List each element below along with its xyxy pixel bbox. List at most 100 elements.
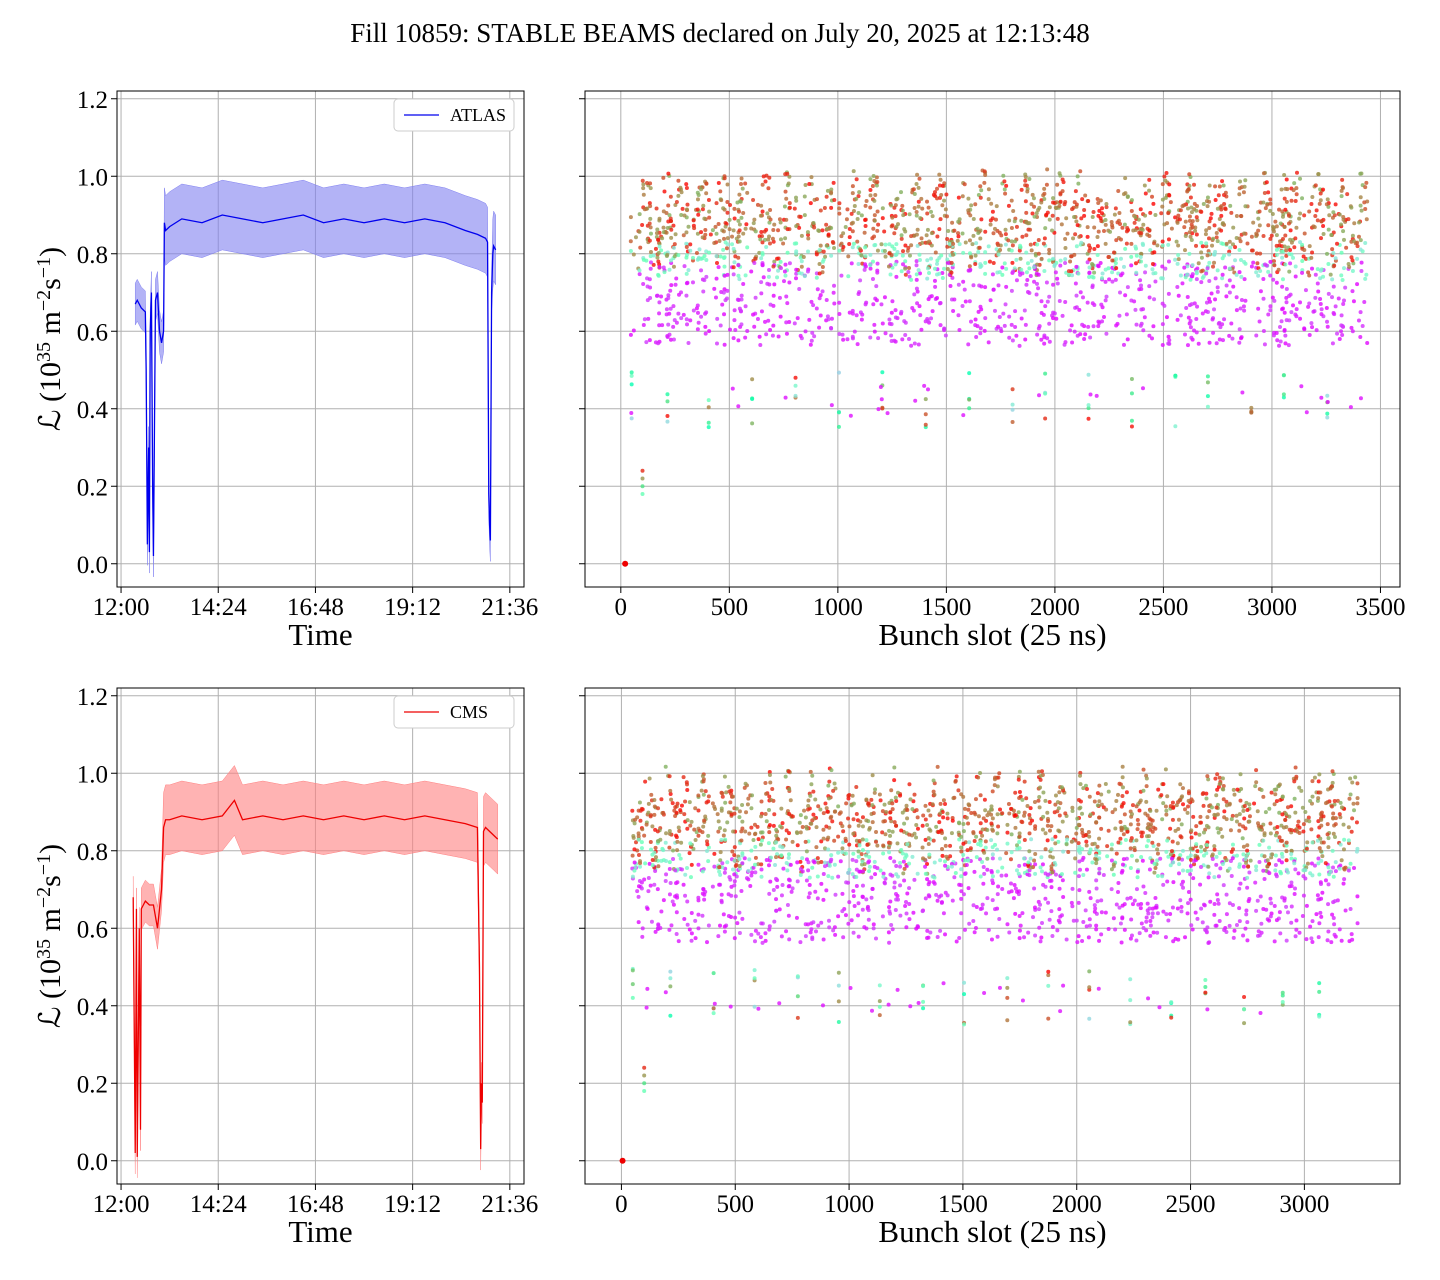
scatter-point [655,227,660,232]
scatter-point [630,808,635,813]
scatter-point [923,871,928,876]
scatter-point [1027,177,1032,182]
scatter-point [1117,210,1122,215]
scatter-point [1284,253,1289,258]
scatter-point [794,271,799,276]
scatter-point [962,927,967,932]
scatter-point [1354,820,1359,825]
scatter-point [1178,834,1183,839]
scatter-point [939,830,944,835]
scatter-point [1109,842,1114,847]
scatter-point [1219,213,1224,218]
scatter-point [836,424,841,429]
scatter-point [836,370,841,375]
scatter-point [693,806,698,811]
scatter-point [973,323,978,328]
scatter-point [783,774,788,779]
scatter-point [721,833,726,838]
scatter-point [1213,776,1218,781]
scatter-point [939,193,944,198]
scatter-point [826,835,831,840]
scatter-point [880,321,885,326]
scatter-point [648,225,653,230]
scatter-point [1007,930,1012,935]
x-tick-label: 19:12 [384,1191,441,1218]
scatter-point [647,776,652,781]
scatter-point [1044,182,1049,187]
scatter-point [1090,274,1095,279]
scatter-point [956,195,961,200]
scatter-point [1356,318,1361,323]
scatter-point [659,909,664,914]
scatter-point [1259,921,1264,926]
scatter-point [942,198,947,203]
scatter-point [912,292,917,297]
scatter-point [719,198,724,203]
scatter-point [1224,892,1229,897]
scatter-point [1121,832,1126,837]
scatter-point [1214,854,1219,859]
scatter-point [1124,790,1129,795]
scatter-point [1142,183,1147,188]
scatter-point [1205,204,1210,209]
scatter-point [1188,864,1193,869]
scatter-point [714,276,719,281]
scatter-point [1231,935,1236,940]
scatter-point [1017,789,1022,794]
scatter-point [1120,793,1125,798]
scatter-point [1092,799,1097,804]
scatter-point [1098,198,1103,203]
scatter-point [1042,236,1047,241]
scatter-point [1193,228,1198,233]
scatter-point [1234,853,1239,858]
scatter-point [1139,834,1144,839]
scatter-point [648,883,653,888]
scatter-point [668,194,673,199]
scatter-point [959,834,964,839]
scatter-point [732,872,737,877]
scatter-point [889,333,894,338]
scatter-point [1164,315,1169,320]
scatter-point [938,323,943,328]
scatter-point [929,316,934,321]
scatter-point [1330,769,1335,774]
scatter-point [718,923,723,928]
scatter-point [1086,416,1091,421]
scatter-point [900,851,905,856]
scatter-point [1148,923,1153,928]
scatter-point [1180,794,1185,799]
scatter-point [663,764,668,769]
scatter-point [719,837,724,842]
scatter-point [890,801,895,806]
scatter-point [1304,903,1309,908]
scatter-point [1301,893,1306,898]
scatter-point [1141,222,1146,227]
scatter-point [1241,808,1246,813]
scatter-point [1038,865,1043,870]
scatter-point [1194,208,1199,213]
scatter-point [1223,265,1228,270]
scatter-point [1215,826,1220,831]
scatter-point [1193,910,1198,915]
scatter-point [1052,860,1057,865]
scatter-point [1042,186,1047,191]
scatter-point [716,819,721,824]
scatter-point [707,250,712,255]
scatter-point [1017,343,1022,348]
scatter-point [1268,208,1273,213]
scatter-point [1011,896,1016,901]
scatter-point [1254,864,1259,869]
scatter-point [1280,1002,1285,1007]
scatter-point [856,194,861,199]
scatter-point [1046,969,1051,974]
scatter-point [640,178,645,183]
scatter-point [703,232,708,237]
scatter-point [784,828,789,833]
scatter-point [935,934,940,939]
scatter-point [647,201,652,206]
scatter-point [684,185,689,190]
scatter-point [1158,856,1163,861]
scatter-point [1005,822,1010,827]
scatter-point [1284,199,1289,204]
scatter-point [1057,299,1062,304]
